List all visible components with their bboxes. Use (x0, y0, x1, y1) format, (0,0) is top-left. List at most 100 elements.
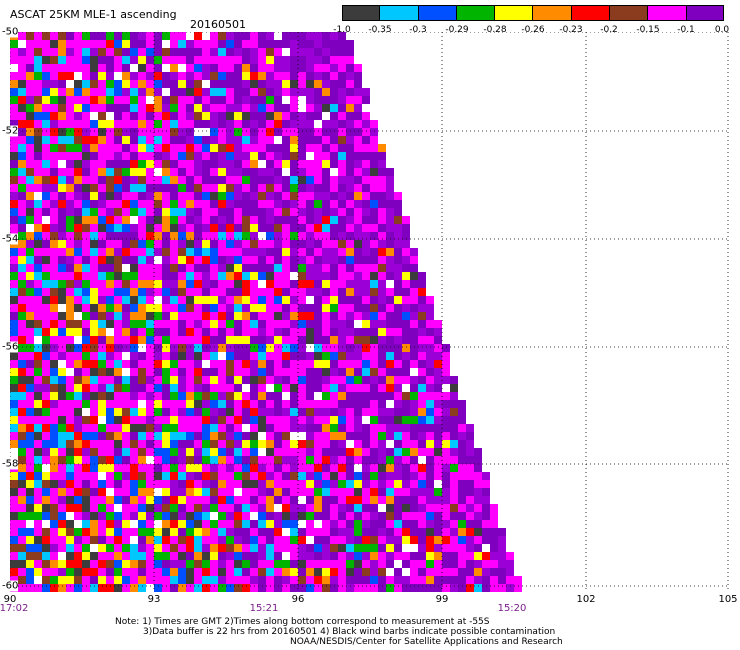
data-cell (234, 560, 242, 568)
data-cell (34, 32, 42, 40)
data-cell (386, 536, 394, 544)
data-cell (162, 384, 170, 392)
data-cell (378, 440, 386, 448)
data-cell (442, 432, 450, 440)
data-cell (346, 328, 354, 336)
data-cell (322, 352, 330, 360)
data-cell (130, 240, 138, 248)
data-cell (218, 80, 226, 88)
data-cell (146, 560, 154, 568)
data-cell (322, 552, 330, 560)
data-cell (282, 176, 290, 184)
data-cell (386, 264, 394, 272)
data-cell (26, 208, 34, 216)
data-cell (210, 48, 218, 56)
data-cell (330, 280, 338, 288)
data-cell (186, 304, 194, 312)
data-cell (266, 440, 274, 448)
data-cell (298, 472, 306, 480)
data-cell (394, 392, 402, 400)
data-cell (426, 320, 434, 328)
data-cell (378, 264, 386, 272)
data-cell (34, 584, 42, 592)
data-cell (186, 488, 194, 496)
data-cell (106, 256, 114, 264)
data-cell (322, 208, 330, 216)
data-cell (58, 392, 66, 400)
data-cell (426, 416, 434, 424)
data-cell (426, 568, 434, 576)
data-cell (90, 496, 98, 504)
data-cell (482, 488, 490, 496)
data-cell (402, 384, 410, 392)
data-cell (274, 376, 282, 384)
data-cell (394, 440, 402, 448)
data-cell (298, 432, 306, 440)
data-cell (410, 440, 418, 448)
data-cell (74, 256, 82, 264)
data-cell (362, 240, 370, 248)
data-cell (226, 568, 234, 576)
data-cell (226, 80, 234, 88)
data-cell (386, 464, 394, 472)
data-cell (242, 192, 250, 200)
data-cell (66, 264, 74, 272)
data-cell (74, 560, 82, 568)
data-cell (458, 480, 466, 488)
data-cell (154, 512, 162, 520)
data-cell (162, 536, 170, 544)
data-cell (90, 336, 98, 344)
data-cell (434, 520, 442, 528)
data-cell (170, 240, 178, 248)
data-cell (250, 288, 258, 296)
data-cell (258, 472, 266, 480)
data-cell (26, 56, 34, 64)
data-cell (74, 400, 82, 408)
data-cell (154, 40, 162, 48)
data-cell (266, 488, 274, 496)
data-cell (362, 88, 370, 96)
data-cell (226, 216, 234, 224)
data-cell (354, 168, 362, 176)
data-cell (50, 312, 58, 320)
data-cell (114, 144, 122, 152)
data-cell (10, 400, 18, 408)
data-cell (170, 520, 178, 528)
data-cell (242, 40, 250, 48)
data-cell (138, 120, 146, 128)
data-cell (370, 272, 378, 280)
data-cell (98, 120, 106, 128)
data-cell (146, 376, 154, 384)
data-cell (82, 520, 90, 528)
data-cell (66, 376, 74, 384)
data-cell (154, 96, 162, 104)
data-cell (122, 232, 130, 240)
data-cell (26, 400, 34, 408)
data-cell (322, 456, 330, 464)
data-cell (130, 344, 138, 352)
data-cell (218, 96, 226, 104)
note-line-3: NOAA/NESDIS/Center for Satellite Applica… (290, 637, 563, 647)
data-cell (26, 384, 34, 392)
data-cell (458, 496, 466, 504)
data-cell (402, 432, 410, 440)
data-cell (90, 128, 98, 136)
data-cell (98, 88, 106, 96)
data-cell (346, 480, 354, 488)
data-cell (106, 464, 114, 472)
data-cell (170, 584, 178, 592)
data-cell (82, 456, 90, 464)
data-cell (402, 480, 410, 488)
data-cell (410, 408, 418, 416)
data-cell (346, 64, 354, 72)
data-cell (306, 304, 314, 312)
data-cell (18, 288, 26, 296)
data-cell (242, 368, 250, 376)
data-cell (178, 488, 186, 496)
data-cell (58, 112, 66, 120)
data-cell (26, 376, 34, 384)
data-cell (298, 552, 306, 560)
data-cell (146, 576, 154, 584)
data-cell (138, 200, 146, 208)
data-cell (202, 544, 210, 552)
